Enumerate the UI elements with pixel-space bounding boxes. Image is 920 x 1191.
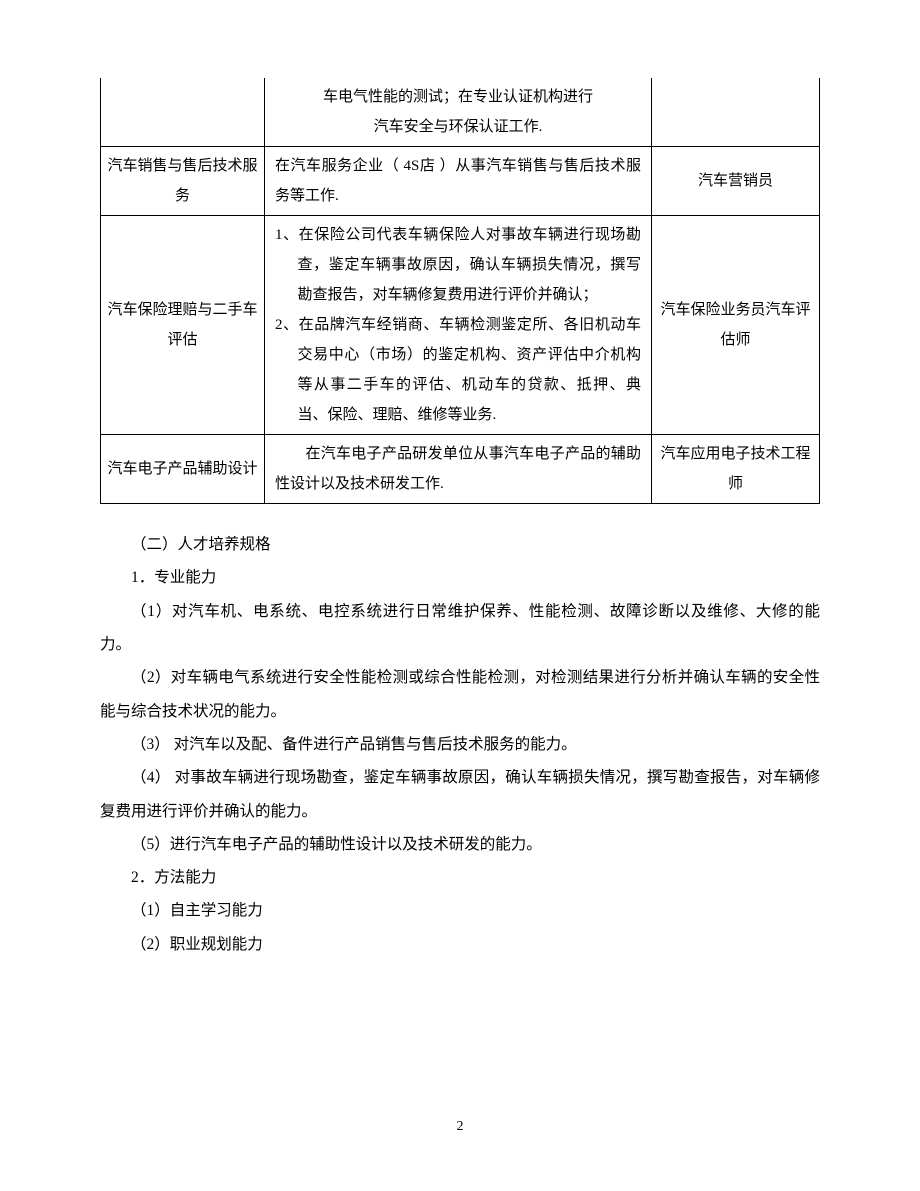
table-row: 汽车电子产品辅助设计 在汽车电子产品研发单位从事汽车电子产品的辅助性设计以及技术… <box>101 435 820 504</box>
jobs-table: 车电气性能的测试；在专业认证机构进行汽车安全与环保认证工作.汽车销售与售后技术服… <box>100 78 820 504</box>
job-description-cell: 在汽车电子产品研发单位从事汽车电子产品的辅助性设计以及技术研发工作. <box>265 435 652 504</box>
job-title-cell <box>652 78 820 147</box>
ability-item: （3） 对汽车以及配、备件进行产品销售与售后技术服务的能力。 <box>100 728 820 761</box>
job-title-cell: 汽车营销员 <box>652 147 820 216</box>
ability-item: （2）对车辆电气系统进行安全性能检测或综合性能检测，对检测结果进行分析并确认车辆… <box>100 661 820 728</box>
section1-title: 1．专业能力 <box>100 561 820 594</box>
job-description-cell: 1、在保险公司代表车辆保险人对事故车辆进行现场勘查，鉴定车辆事故原因，确认车辆损… <box>265 216 652 435</box>
table-row: 汽车销售与售后技术服务在汽车服务企业（ 4S店 ）从事汽车销售与售后技术服务等工… <box>101 147 820 216</box>
ability-item: （4） 对事故车辆进行现场勘查，鉴定车辆事故原因，确认车辆损失情况，撰写勘查报告… <box>100 761 820 828</box>
ability-item: （5）进行汽车电子产品的辅助性设计以及技术研发的能力。 <box>100 828 820 861</box>
job-description-cell: 在汽车服务企业（ 4S店 ）从事汽车销售与售后技术服务等工作. <box>265 147 652 216</box>
job-category-cell: 汽车保险理赔与二手车评估 <box>101 216 265 435</box>
ability-item: （1）对汽车机、电系统、电控系统进行日常维护保养、性能检测、故障诊断以及维修、大… <box>100 595 820 662</box>
method-item: （1）自主学习能力 <box>100 894 820 927</box>
body-text: （二）人才培养规格 1．专业能力 （1）对汽车机、电系统、电控系统进行日常维护保… <box>100 528 820 961</box>
job-title-cell: 汽车应用电子技术工程师 <box>652 435 820 504</box>
table-row: 车电气性能的测试；在专业认证机构进行汽车安全与环保认证工作. <box>101 78 820 147</box>
method-item: （2）职业规划能力 <box>100 928 820 961</box>
page-number: 2 <box>0 1119 920 1135</box>
job-category-cell <box>101 78 265 147</box>
job-category-cell: 汽车销售与售后技术服务 <box>101 147 265 216</box>
section2-title: 2．方法能力 <box>100 861 820 894</box>
job-description-cell: 车电气性能的测试；在专业认证机构进行汽车安全与环保认证工作. <box>265 78 652 147</box>
section-heading: （二）人才培养规格 <box>100 528 820 561</box>
table-row: 汽车保险理赔与二手车评估1、在保险公司代表车辆保险人对事故车辆进行现场勘查，鉴定… <box>101 216 820 435</box>
job-title-cell: 汽车保险业务员汽车评估师 <box>652 216 820 435</box>
job-category-cell: 汽车电子产品辅助设计 <box>101 435 265 504</box>
